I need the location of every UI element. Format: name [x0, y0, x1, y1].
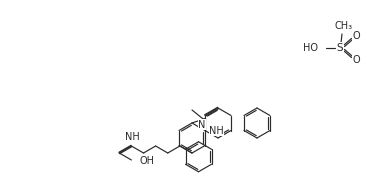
Text: HO: HO: [303, 43, 318, 53]
Text: O: O: [352, 55, 360, 65]
Text: S: S: [337, 43, 343, 53]
Text: NH: NH: [125, 132, 140, 142]
Text: NH: NH: [209, 126, 224, 135]
Text: OH: OH: [139, 156, 154, 166]
Text: O: O: [352, 31, 360, 41]
Text: CH₃: CH₃: [335, 21, 353, 31]
Text: N: N: [198, 120, 206, 130]
